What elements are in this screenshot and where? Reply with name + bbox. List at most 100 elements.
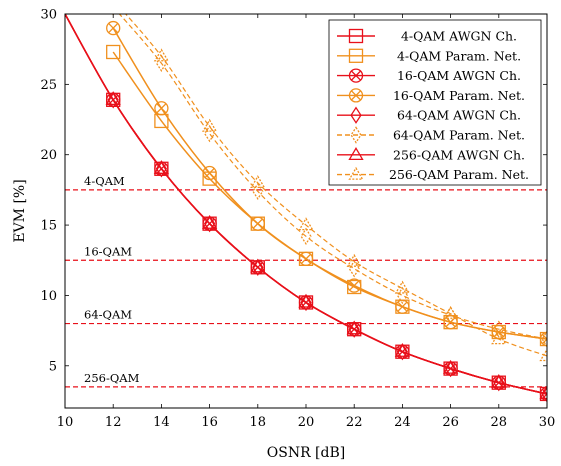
x-tick-label-20: 20 <box>298 415 315 430</box>
legend-label: 16-QAM Param. Net. <box>393 88 525 103</box>
point-16-qam-param-net-14 <box>154 101 169 116</box>
legend-item-16-qam-param-net: 16-QAM Param. Net. <box>337 88 525 103</box>
point-16-qam-param-net-16 <box>202 165 217 181</box>
legend: 4-QAM AWGN Ch. 4-QAM Param. Net. 16-QAM AW… <box>328 19 542 186</box>
point-256-qam-awgn-ch-16 <box>201 215 218 229</box>
point-64-qam-awgn-ch-16 <box>203 214 216 233</box>
point-16-qam-param-net-22 <box>347 278 362 293</box>
point-64-qam-awgn-ch-24 <box>396 343 409 361</box>
legend-item-64-qam-param-net: 64-QAM Param. Net. <box>337 126 525 144</box>
point-256-qam-awgn-ch-28 <box>491 374 507 388</box>
legend-swatch-marker <box>348 147 364 161</box>
threshold-label-64-qam: 64-QAM <box>84 308 132 322</box>
point-64-qam-awgn-ch-20 <box>300 293 312 312</box>
y-tick-label-30: 30 <box>40 8 57 23</box>
point-256-qam-awgn-ch-20 <box>298 294 314 308</box>
point-256-qam-param-net-24 <box>394 280 411 294</box>
point-256-qam-param-net-20 <box>298 217 314 231</box>
legend-item-256-qam-awgn-ch: 256-QAM AWGN Ch. <box>337 147 525 162</box>
point-256-qam-param-net-18 <box>250 175 266 189</box>
point-256-qam-param-net-26 <box>442 305 459 319</box>
point-256-qam-awgn-ch-26 <box>442 360 459 374</box>
series-line-64-qam-param-net <box>118 14 547 340</box>
point-64-qam-awgn-ch-18 <box>252 258 264 276</box>
legend-label: 64-QAM Param. Net. <box>393 128 525 143</box>
legend-swatch-marker <box>348 166 364 180</box>
series-markers <box>105 14 547 403</box>
threshold-label-4-qam: 4-QAM <box>84 174 125 188</box>
point-16-qam-param-net-30 <box>539 331 547 347</box>
legend-box <box>328 19 542 186</box>
threshold-lines <box>65 189 547 388</box>
axis-ticks: 10 12 14 16 18 20 22 24 26 28 30 5 10 15 20 25 30 <box>40 8 555 431</box>
legend-item-256-qam-param-net: 256-QAM Param. Net. <box>337 166 529 182</box>
x-tick-label-10: 10 <box>57 415 74 430</box>
point-16-qam-param-net-24 <box>395 299 410 314</box>
legend-item-4-qam-awgn-ch: 4-QAM AWGN Ch. <box>337 29 517 44</box>
point-256-qam-param-net-30 <box>539 348 547 362</box>
legend-item-16-qam-awgn-ch: 16-QAM AWGN Ch. <box>337 68 521 83</box>
point-64-qam-awgn-ch-28 <box>493 373 505 392</box>
x-tick-label-24: 24 <box>394 415 411 430</box>
series-line-256-qam-param-net <box>124 14 547 357</box>
legend-label: 256-QAM Param. Net. <box>389 167 529 182</box>
point-256-qam-param-net-16 <box>201 118 218 132</box>
y-axis-label: EVM [%] <box>12 179 28 242</box>
y-tick-label-5: 5 <box>49 359 57 374</box>
y-tick-label-20: 20 <box>40 148 57 163</box>
x-tick-label-14: 14 <box>153 415 170 430</box>
point-16-qam-param-net-12 <box>106 20 121 36</box>
point-256-qam-param-net-28 <box>491 331 507 345</box>
point-256-qam-awgn-ch-14 <box>153 161 170 174</box>
legend-swatch-marker <box>348 68 364 83</box>
legend-label: 256-QAM AWGN Ch. <box>393 147 525 162</box>
x-tick-label-12: 12 <box>105 415 122 430</box>
point-256-qam-awgn-ch-12 <box>105 92 121 106</box>
x-tick-label-28: 28 <box>491 415 508 430</box>
legend-label: 4-QAM Param. Net. <box>397 48 521 63</box>
point-16-qam-param-net-20 <box>298 251 314 266</box>
legend-item-4-qam-param-net: 4-QAM Param. Net. <box>337 48 521 63</box>
y-tick-label-25: 25 <box>40 78 57 93</box>
x-tick-label-22: 22 <box>346 415 363 430</box>
legend-swatch-marker <box>350 106 362 124</box>
point-64-qam-awgn-ch-14 <box>155 160 168 178</box>
y-tick-label-15: 15 <box>40 219 57 234</box>
point-64-qam-param-net-18 <box>252 182 264 200</box>
x-tick-label-26: 26 <box>442 415 459 430</box>
threshold-label-256-qam: 256-QAM <box>84 371 140 385</box>
legend-item-64-qam-awgn-ch: 64-QAM AWGN Ch. <box>337 106 521 124</box>
legend-swatch-marker <box>348 88 364 103</box>
point-64-qam-awgn-ch-22 <box>348 320 360 338</box>
point-16-qam-param-net-18 <box>250 216 265 231</box>
legend-swatch-marker <box>348 48 364 63</box>
threshold-label-16-qam: 16-QAM <box>84 244 132 258</box>
legend-swatch-marker <box>350 126 362 144</box>
point-64-qam-param-net-28 <box>493 320 505 338</box>
y-tick-label-10: 10 <box>40 289 57 304</box>
legend-swatch-marker <box>348 28 364 44</box>
legend-label: 4-QAM AWGN Ch. <box>401 29 517 44</box>
legend-label: 16-QAM AWGN Ch. <box>397 68 521 83</box>
series-lines <box>65 14 547 395</box>
x-tick-label-18: 18 <box>250 415 267 430</box>
point-64-qam-param-net-30 <box>541 330 547 348</box>
point-256-qam-awgn-ch-30 <box>539 386 547 400</box>
x-axis-label: OSNR [dB] <box>267 445 345 461</box>
point-256-qam-awgn-ch-24 <box>394 343 411 357</box>
point-64-qam-param-net-20 <box>300 227 312 246</box>
series-line-256-qam-awgn-ch <box>65 14 547 395</box>
point-256-qam-param-net-22 <box>346 253 362 267</box>
legend-label: 64-QAM AWGN Ch. <box>397 108 521 123</box>
point-256-qam-param-net-14 <box>153 48 170 62</box>
point-64-qam-awgn-ch-30 <box>541 385 547 403</box>
point-256-qam-awgn-ch-18 <box>250 259 266 273</box>
point-64-qam-awgn-ch-12 <box>107 91 119 109</box>
x-tick-label-30: 30 <box>539 415 556 430</box>
series-line-16-qam-param-net <box>112 27 547 340</box>
point-4-qam-param-net-12 <box>106 44 121 60</box>
point-256-qam-awgn-ch-22 <box>346 321 362 335</box>
x-tick-label-16: 16 <box>201 415 218 430</box>
point-64-qam-awgn-ch-26 <box>444 359 457 378</box>
